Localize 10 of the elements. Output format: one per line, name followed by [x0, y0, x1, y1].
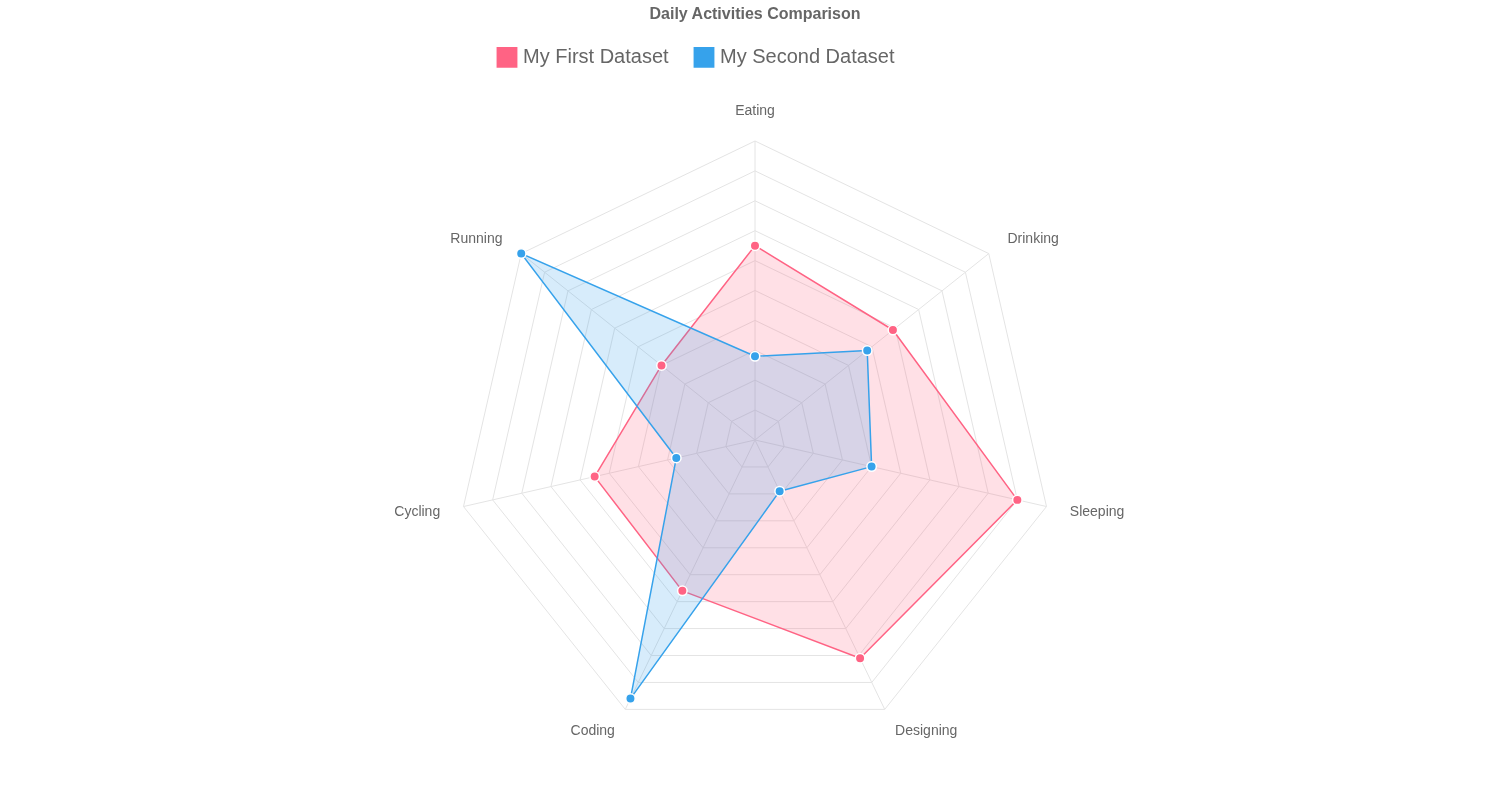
spoke-label: Cycling [394, 502, 441, 519]
spoke-label: Eating [735, 102, 775, 119]
spoke-label: Running [450, 229, 503, 246]
spoke-label: Drinking [1007, 229, 1059, 246]
chart-title: Daily Activities Comparison [649, 5, 861, 22]
spoke-label: Sleeping [1069, 502, 1125, 519]
legend-label: My Second Dataset [720, 45, 895, 68]
legend-label: My First Dataset [523, 45, 670, 68]
spoke-label: Designing [895, 721, 958, 738]
spoke-label: Coding [570, 721, 615, 738]
